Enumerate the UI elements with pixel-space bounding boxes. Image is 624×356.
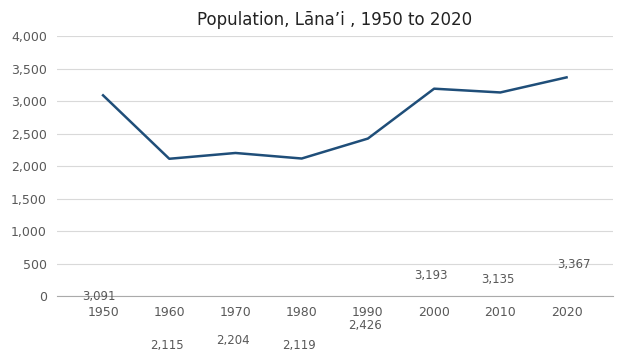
Text: 3,091: 3,091 (82, 290, 115, 303)
Text: 3,367: 3,367 (557, 258, 590, 271)
Text: 3,135: 3,135 (481, 273, 514, 286)
Title: Population, Lānaʼi , 1950 to 2020: Population, Lānaʼi , 1950 to 2020 (197, 11, 472, 29)
Text: 2,426: 2,426 (348, 319, 382, 332)
Text: 2,204: 2,204 (216, 334, 250, 346)
Text: 3,193: 3,193 (414, 269, 448, 282)
Text: 2,119: 2,119 (282, 339, 316, 352)
Text: 2,115: 2,115 (150, 339, 183, 352)
